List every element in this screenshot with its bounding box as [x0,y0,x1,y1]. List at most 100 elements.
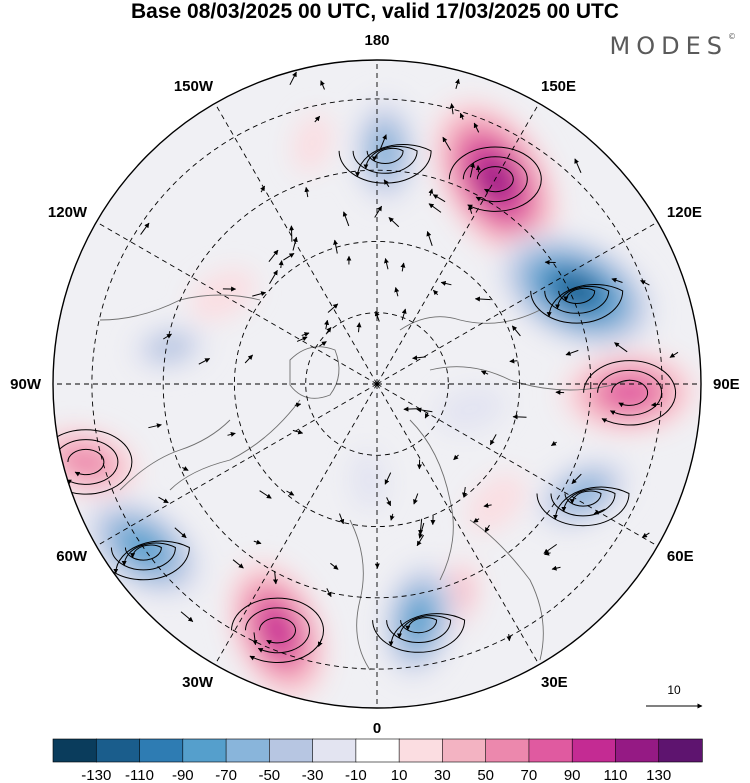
streamline [550,488,616,517]
wind-vector [428,203,442,213]
wind-vector [158,496,169,504]
graticule [53,60,701,708]
anomaly-contour [62,446,110,478]
anomaly-contour [349,450,388,512]
meridian-line [96,221,378,385]
longitude-label: 0 [373,720,381,737]
wind-vector [286,490,295,496]
streamline [400,617,438,634]
wind-vector [383,179,390,188]
wind-vector [289,71,297,86]
map-title: Base 08/03/2025 00 UTC, valid 17/03/2025… [131,0,619,23]
wind-vector [163,333,172,340]
wind-vector [294,402,302,408]
wind-vector [198,358,211,365]
wind-vector [356,322,362,333]
wind-vector [512,414,527,420]
wind-vector [428,188,434,196]
anomaly-contour [605,377,654,408]
colorbar-swatch [571,738,617,763]
colorbar-swatch [398,738,444,763]
wind-vector [252,632,258,646]
meridian-line [376,103,540,385]
reference-vector: 10 [646,683,703,709]
wind-vector [330,562,339,570]
wind-vector [269,269,278,284]
meridian-line [376,383,540,665]
streamline [366,147,404,164]
wind-vector [571,473,582,484]
wind-vector [333,239,339,254]
wind-vector [543,543,557,554]
streamline [352,145,418,174]
colorbar-tick-label: -10 [345,767,367,783]
wind-vector [611,277,623,283]
wind-vector [412,355,426,361]
longitude-label: 150E [541,78,576,95]
meridian-line [96,383,378,547]
wind-vector [174,527,187,539]
streamline [583,360,677,426]
wind-vector [651,402,660,408]
longitude-label: 30E [541,674,568,691]
wind-vector [314,115,321,123]
anomaly-contour [405,599,432,641]
wind-vector [389,513,395,521]
wind-vector [453,454,459,461]
wind-vector [278,260,284,269]
wind-vector [416,407,433,413]
wind-vector [640,280,650,286]
wind-vector [272,570,278,585]
wind-vector [268,249,279,263]
streamline [448,146,542,212]
colorbar-tick-label: -110 [125,767,154,783]
wind-vector [442,136,452,151]
streamline [597,369,663,416]
wind-vector [319,341,327,347]
wind-vector [440,280,452,286]
streamline [611,379,649,408]
colorbar-swatch [528,738,573,763]
streamline [536,486,630,527]
colorbar-tick-label: 90 [564,767,581,783]
wind-vector [140,222,150,235]
colorbar-tick-label: -30 [302,767,324,783]
longitude-label: 30W [182,674,214,691]
wind-vector [292,236,298,251]
wind-vector [244,354,253,364]
wind-vector [509,358,518,364]
wind-vector [511,325,521,337]
colorbar-tick-label: 50 [477,767,494,783]
colorbar-tick-label: -90 [172,767,194,783]
colorbar-swatch [225,738,271,763]
latitude-circle [162,169,592,599]
wind-vector [394,287,400,297]
wind-vector [469,162,475,178]
wind-vector [614,342,628,353]
wind-vector [339,513,345,525]
longitude-labels: 180 150E 120E 90E 60E 30E 0 30W 60W 90W 120W 150W [10,32,740,737]
colorbar-tick-label: -50 [258,767,280,783]
colorbar-swatch [95,738,141,763]
streamline [386,615,452,643]
brand-name: MODES [609,32,728,60]
wind-vector [432,194,446,203]
streamline [231,597,325,663]
streamline [544,285,610,314]
wind-vector [593,508,606,515]
colorbar-tick-label: 110 [604,767,628,783]
colorbar-swatch [485,738,530,763]
streamline [476,166,514,194]
latitude-circle [91,98,663,670]
wind-vector [400,262,406,272]
wind-vector [388,217,400,228]
longitude-label: 120W [48,204,88,221]
wind-vector [180,611,194,622]
wind-vector [474,296,491,302]
wind-vector [473,122,480,133]
colorbar-swatch [269,738,314,763]
wind-vector [289,225,295,242]
meridian-line [376,221,658,385]
longitude-label: 90E [713,376,740,393]
wind-vector [384,258,389,270]
